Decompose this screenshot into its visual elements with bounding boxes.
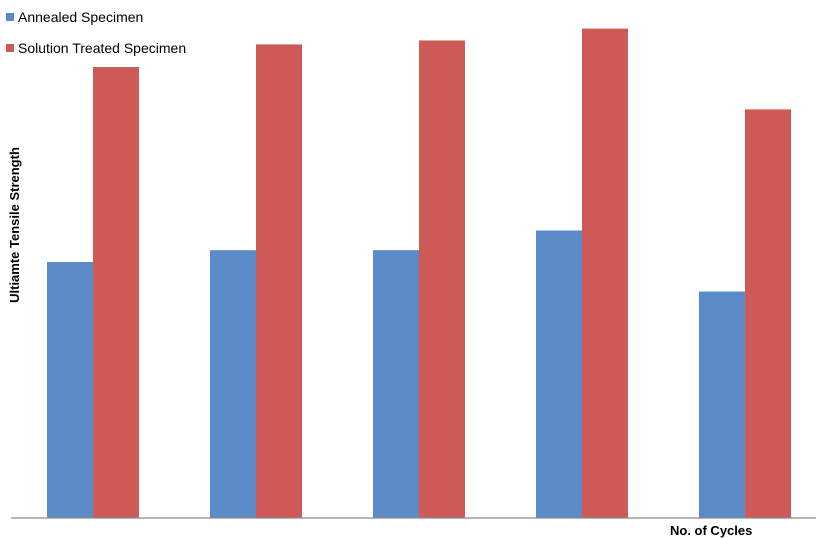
legend: Annealed Specimen Solution Treated Speci… [6, 9, 186, 56]
bar-solution-treated-2 [256, 44, 302, 519]
bar-solution-treated-3 [419, 40, 465, 518]
bar-annealed-4 [536, 230, 582, 518]
legend-swatch-annealed [6, 13, 14, 21]
y-axis-title: Ultiamte Tensile Strength [7, 147, 22, 303]
legend-swatch-solution-treated [6, 44, 14, 52]
legend-label-solution-treated: Solution Treated Specimen [18, 40, 186, 56]
bar-solution-treated-4 [582, 28, 628, 519]
legend-label-annealed: Annealed Specimen [18, 9, 143, 25]
bar-annealed-2 [210, 250, 256, 518]
bar-annealed-1 [47, 262, 93, 518]
bar-annealed-3 [373, 250, 419, 518]
bars [47, 28, 791, 519]
bar-solution-treated-1 [93, 67, 139, 519]
x-axis-title: No. of Cycles [670, 523, 752, 538]
bar-solution-treated-5 [745, 109, 791, 518]
bar-annealed-5 [699, 291, 745, 518]
